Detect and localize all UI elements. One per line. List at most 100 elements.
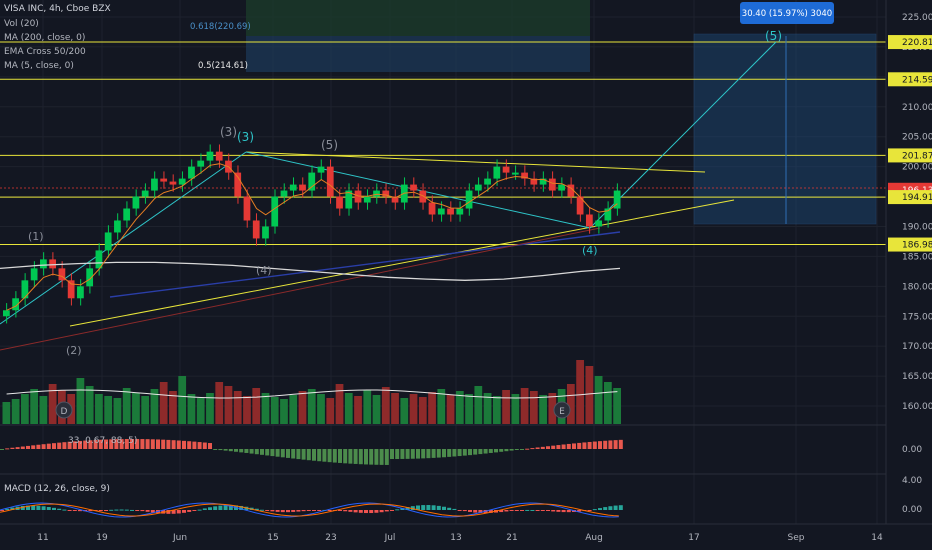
macd-bar — [447, 507, 452, 510]
osc-bar — [431, 449, 436, 458]
time-tick: 17 — [688, 533, 699, 543]
macd-histogram — [0, 505, 623, 514]
macd-bar — [369, 510, 374, 514]
volume-bar — [326, 398, 335, 424]
macd-bar — [457, 510, 462, 511]
candle-body — [474, 184, 482, 191]
osc-bar — [509, 449, 514, 451]
osc-bar — [400, 449, 405, 459]
volume-bar — [206, 393, 214, 424]
candle-body — [410, 184, 417, 191]
osc-bar — [598, 441, 602, 449]
macd-bar — [426, 505, 431, 510]
candle-body — [493, 166, 501, 179]
volume-bar — [613, 388, 621, 424]
volume-bar — [21, 394, 29, 424]
macd-bar — [26, 505, 30, 510]
osc-bar — [343, 449, 348, 464]
volume-bar — [483, 393, 492, 424]
candle-body — [86, 268, 94, 287]
macd-bar — [301, 510, 306, 512]
candle-body — [465, 190, 473, 209]
time-tick: 14 — [871, 533, 883, 543]
time-tick: 21 — [506, 533, 517, 543]
legend-vol[interactable]: Vol (20) — [4, 19, 39, 29]
osc-bar — [135, 439, 140, 449]
wave-4-label-gray: (4) — [256, 264, 272, 277]
osc-bar — [514, 449, 519, 450]
macd-bar — [561, 510, 566, 513]
osc-bar — [488, 449, 493, 453]
time-tick: 23 — [325, 533, 336, 543]
osc-bar — [78, 440, 82, 449]
macd-bar — [525, 509, 530, 511]
osc-bar — [156, 439, 160, 449]
volume-bar — [224, 386, 233, 424]
level-label: 194.91 — [902, 193, 932, 203]
candle-body — [299, 184, 306, 191]
candle-body — [437, 208, 445, 215]
time-tick: Aug — [585, 533, 603, 543]
volume-bar — [437, 389, 446, 424]
macd-bar — [130, 509, 134, 511]
candles — [3, 144, 621, 324]
macd-bar — [540, 510, 545, 511]
macd-bar — [10, 507, 15, 510]
candle-body — [558, 184, 565, 191]
ma-blue-line — [109, 231, 621, 298]
volume-bar — [2, 402, 11, 424]
macd-bar — [78, 510, 82, 512]
osc-bar — [166, 439, 171, 449]
legend-ma5[interactable]: MA (5, close, 0) — [4, 61, 74, 71]
candle-body — [428, 202, 436, 215]
osc-bar — [161, 439, 166, 449]
macd-bar — [488, 510, 493, 513]
legend-ma200[interactable]: MA (200, close, 0) — [4, 33, 86, 43]
legend-ema[interactable]: EMA Cross 50/200 — [4, 47, 86, 57]
osc-bar — [171, 440, 176, 449]
macd-bar — [598, 508, 602, 510]
macd-bar — [36, 505, 41, 510]
candle-body — [141, 190, 149, 197]
price-tick: 225.00 — [902, 13, 932, 23]
osc-bar — [109, 439, 114, 449]
osc-bar — [613, 440, 618, 449]
macd-bar — [228, 505, 233, 510]
macd-bar — [218, 505, 223, 510]
wave-5-label-gray: (5) — [321, 138, 338, 152]
fib-618-label: 0.618(220.69) — [190, 22, 251, 32]
macd-bar — [239, 505, 244, 510]
osc-bar — [530, 448, 535, 450]
macd-bar — [114, 509, 119, 511]
macd-bar — [98, 510, 103, 511]
macd-bar — [436, 505, 441, 510]
candle-body — [206, 151, 214, 161]
candle-body — [67, 280, 75, 299]
osc-bar — [270, 449, 275, 457]
volume-bar — [11, 399, 20, 424]
candle-body — [252, 220, 260, 239]
osc-bar — [83, 440, 88, 449]
wave-3-label-cyan: (3) — [237, 130, 254, 144]
price-tick: 185.00 — [902, 252, 932, 262]
candle-body — [21, 280, 29, 299]
candle-body — [197, 160, 205, 167]
osc-bar — [525, 448, 530, 450]
candle-body — [539, 178, 547, 185]
osc-bar — [150, 439, 155, 449]
macd-bar — [587, 510, 592, 511]
wave-3-label-gray: (3) — [220, 125, 237, 139]
macd-bar — [613, 505, 618, 510]
cyan-wave-line — [0, 151, 247, 325]
macd-bar — [530, 509, 535, 511]
macd-bar — [442, 506, 446, 510]
macd-bar — [166, 510, 171, 514]
volume-bar — [566, 384, 575, 424]
macd-bar — [592, 509, 597, 511]
legend-symbol[interactable]: VISA INC, 4h, Cboe BZX — [4, 4, 111, 14]
osc-bar — [327, 449, 332, 463]
level-label: 214.59 — [902, 75, 932, 85]
volume-bar — [465, 394, 473, 424]
